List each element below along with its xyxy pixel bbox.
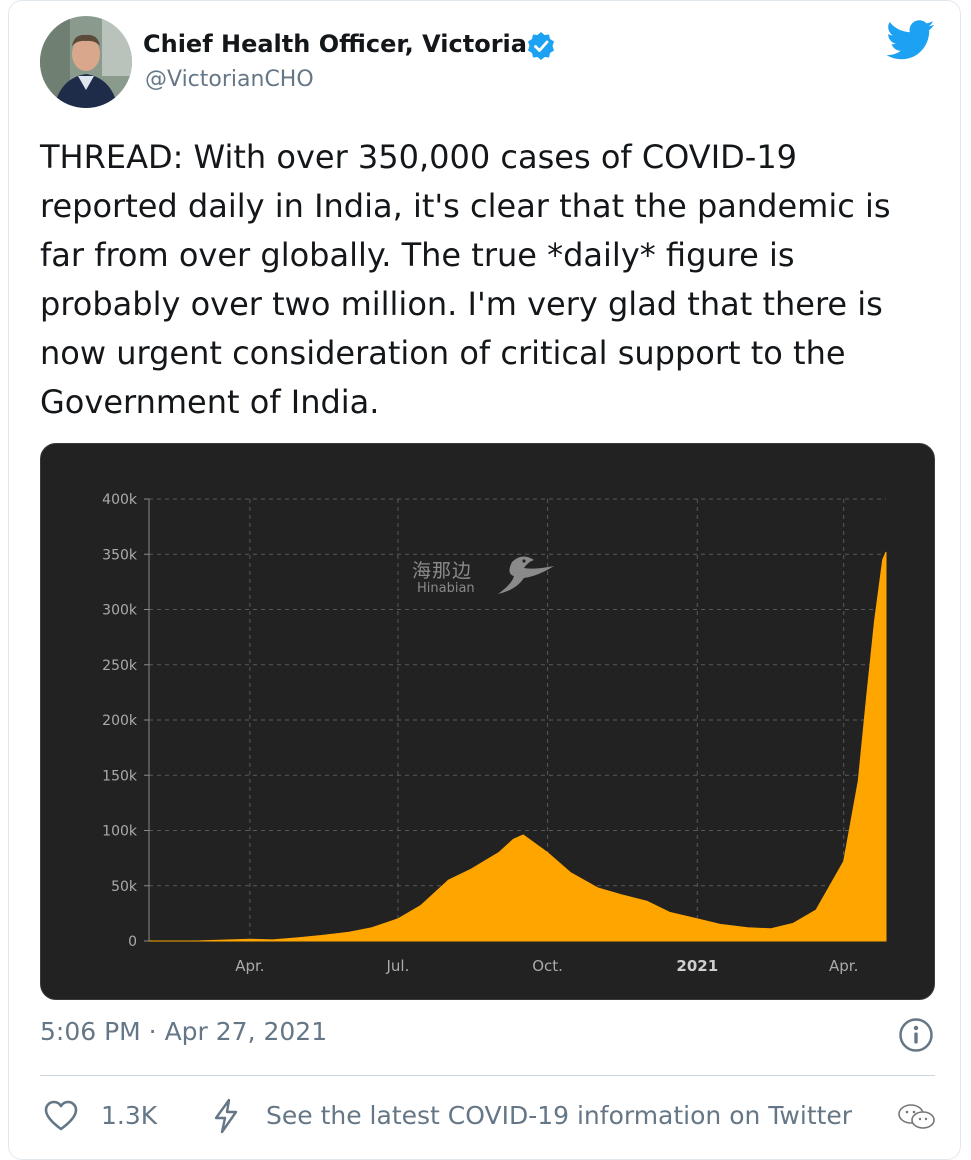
wechat-icon xyxy=(898,1104,935,1129)
twitter-bird-icon[interactable] xyxy=(887,20,935,60)
hinabian-watermark: 海那边 Hinabian xyxy=(412,556,562,604)
y-tick-label: 0 xyxy=(128,934,137,950)
y-tick-label: 400k xyxy=(102,492,138,508)
y-tick-label: 250k xyxy=(102,658,138,674)
x-tick-label: Oct. xyxy=(532,957,563,975)
x-tick-label: Jul. xyxy=(385,957,409,975)
tweet-timestamp[interactable]: 5:06 PM · Apr 27, 2021 xyxy=(40,1017,328,1046)
x-tick-label: Apr. xyxy=(235,957,264,975)
tweet-text: THREAD: With over 350,000 cases of COVID… xyxy=(40,138,891,421)
author-handle[interactable]: @VictorianCHO xyxy=(145,67,314,92)
y-tick-label: 350k xyxy=(102,547,138,563)
divider xyxy=(40,1075,935,1076)
x-tick-label: 2021 xyxy=(676,957,718,975)
chart-container[interactable]: Apr. Jul. Oct. 2021 Apr. 0 50k 100k 150k 200k 250k… xyxy=(40,443,935,1000)
like-count[interactable]: 1.3K xyxy=(101,1101,158,1130)
watermark-cn: 海那边 xyxy=(412,560,473,582)
y-tick-label: 200k xyxy=(102,713,138,729)
author-name[interactable]: Chief Health Officer, Victoria xyxy=(143,30,527,58)
watermark-bird-icon xyxy=(498,556,554,594)
y-tick-label: 150k xyxy=(102,768,138,784)
verified-badge-icon xyxy=(528,32,554,60)
heart-icon[interactable] xyxy=(44,1100,78,1132)
author-avatar[interactable] xyxy=(40,16,132,108)
info-icon[interactable] xyxy=(898,1017,934,1053)
covid-info-link[interactable]: See the latest COVID-19 information on T… xyxy=(266,1101,853,1130)
watermark-en: Hinabian xyxy=(417,581,475,596)
bolt-icon xyxy=(214,1098,238,1134)
daily-cases-chart: Apr. Jul. Oct. 2021 Apr. 0 50k 100k 150k 200k 250k… xyxy=(102,492,887,975)
cases-area xyxy=(148,551,887,942)
y-tick-label: 300k xyxy=(102,603,138,619)
y-tick-label: 50k xyxy=(111,879,138,895)
y-tick-label: 100k xyxy=(102,824,138,840)
x-tick-label: Apr. xyxy=(829,957,858,975)
